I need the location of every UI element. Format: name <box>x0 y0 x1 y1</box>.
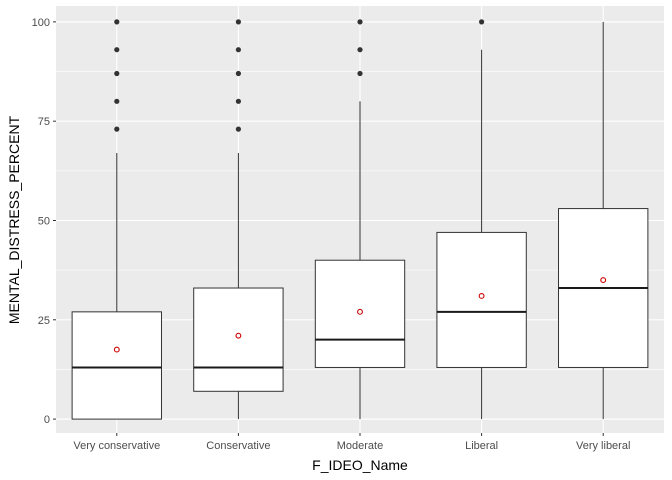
outlier-point <box>114 70 120 77</box>
outlier-point <box>114 98 120 104</box>
mean-marker <box>113 346 120 353</box>
box-group <box>558 21 649 420</box>
box-group <box>314 19 406 420</box>
y-tick-label: 25 <box>38 315 50 327</box>
outlier-point <box>235 47 241 53</box>
outlier-point <box>235 70 241 77</box>
box-group <box>193 19 284 420</box>
x-axis-title: F_IDEO_Name <box>312 457 408 473</box>
outlier-point <box>357 47 363 53</box>
x-tick-label: Conservative <box>206 440 270 452</box>
y-tick-label: 100 <box>32 17 50 29</box>
x-tick-label: Very liberal <box>576 440 630 452</box>
x-axis: Very conservative Conservative Moderate Lib… <box>73 433 630 452</box>
mean-marker <box>478 293 485 299</box>
box-iqr <box>193 287 284 392</box>
x-tick-label: Moderate <box>337 440 383 452</box>
y-axis: 0 25 50 75 100 <box>32 17 56 426</box>
outlier-point <box>357 70 363 77</box>
outlier-point <box>235 98 241 104</box>
box-iqr <box>436 231 527 368</box>
boxes <box>71 19 649 420</box>
outlier-point <box>114 126 120 132</box>
outlier-point <box>114 47 120 53</box>
y-tick-label: 0 <box>44 414 50 426</box>
box-group <box>71 19 162 420</box>
outlier-point <box>114 19 120 25</box>
x-tick-label: Very conservative <box>73 440 160 452</box>
outlier-point <box>357 19 363 25</box>
mean-marker <box>600 277 607 284</box>
x-tick-label: Liberal <box>465 440 498 452</box>
box-iqr <box>71 311 162 420</box>
outlier-point <box>235 126 241 132</box>
box-group <box>436 19 527 420</box>
outlier-point <box>479 19 485 25</box>
outlier-point <box>235 19 241 25</box>
mean-marker <box>235 332 242 339</box>
y-axis-title: MENTAL_DISTRESS_PERCENT <box>6 115 22 324</box>
mean-marker <box>357 308 363 315</box>
y-tick-label: 75 <box>38 116 50 128</box>
y-tick-label: 50 <box>38 215 50 227</box>
